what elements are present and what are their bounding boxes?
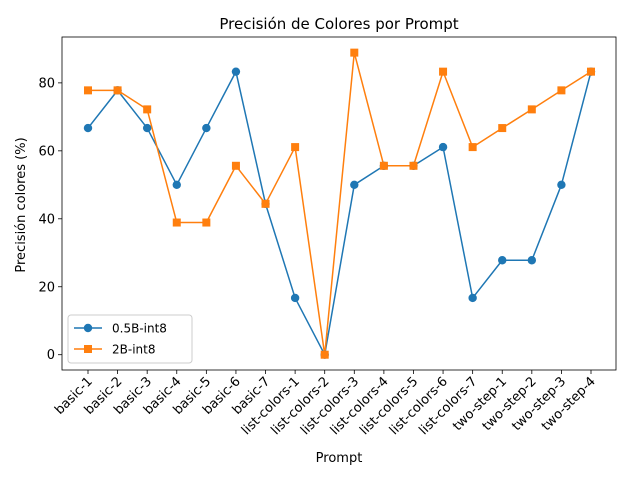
- data-point: [231, 161, 240, 170]
- data-point: [379, 161, 388, 170]
- data-point: [291, 143, 300, 152]
- data-point: [172, 180, 181, 190]
- data-point: [409, 161, 418, 170]
- chart-title: Precisión de Colores por Prompt: [219, 15, 458, 33]
- series-line-1: [88, 51, 592, 356]
- data-point: [468, 293, 477, 303]
- legend-marker: [84, 345, 92, 353]
- data-point: [172, 218, 181, 227]
- data-point: [290, 293, 300, 303]
- data-point: [557, 180, 566, 190]
- legend-box: [67, 314, 193, 364]
- data-point: [202, 218, 211, 227]
- y-tick-label: 80: [38, 76, 55, 91]
- data-point: [113, 86, 122, 95]
- data-point: [142, 123, 152, 133]
- data-point: [527, 105, 536, 114]
- data-point: [83, 123, 93, 133]
- legend-marker: [83, 323, 93, 333]
- legend-label: 2B-int8: [112, 343, 155, 357]
- axes-frame: [61, 36, 617, 371]
- y-axis-label: Precisión colores (%): [14, 137, 29, 272]
- data-point: [498, 256, 507, 265]
- plot-area: 020406080basic-1basic-2basic-3basic-4bas…: [38, 36, 617, 438]
- y-tick-label: 20: [38, 280, 55, 295]
- y-tick-label: 0: [47, 348, 55, 363]
- y-tick-label: 40: [38, 212, 55, 227]
- data-point: [84, 86, 92, 95]
- data-point: [587, 67, 595, 76]
- data-point: [468, 143, 477, 152]
- data-point: [143, 105, 152, 114]
- data-point: [438, 142, 448, 152]
- data-point: [202, 123, 211, 133]
- x-axis-label: Prompt: [316, 451, 363, 466]
- series-line-0: [87, 70, 592, 356]
- legend: 0.5B-int8 2B-int8: [67, 314, 193, 364]
- legend-label: 0.5B-int8: [112, 322, 167, 336]
- data-point: [557, 86, 566, 95]
- data-point: [498, 124, 507, 133]
- data-point: [261, 199, 270, 208]
- data-point: [439, 67, 448, 76]
- data-point: [320, 350, 329, 359]
- data-point: [527, 256, 537, 265]
- y-tick-label: 60: [38, 144, 55, 159]
- data-point: [350, 180, 359, 190]
- data-point: [231, 67, 241, 76]
- data-point: [350, 48, 359, 57]
